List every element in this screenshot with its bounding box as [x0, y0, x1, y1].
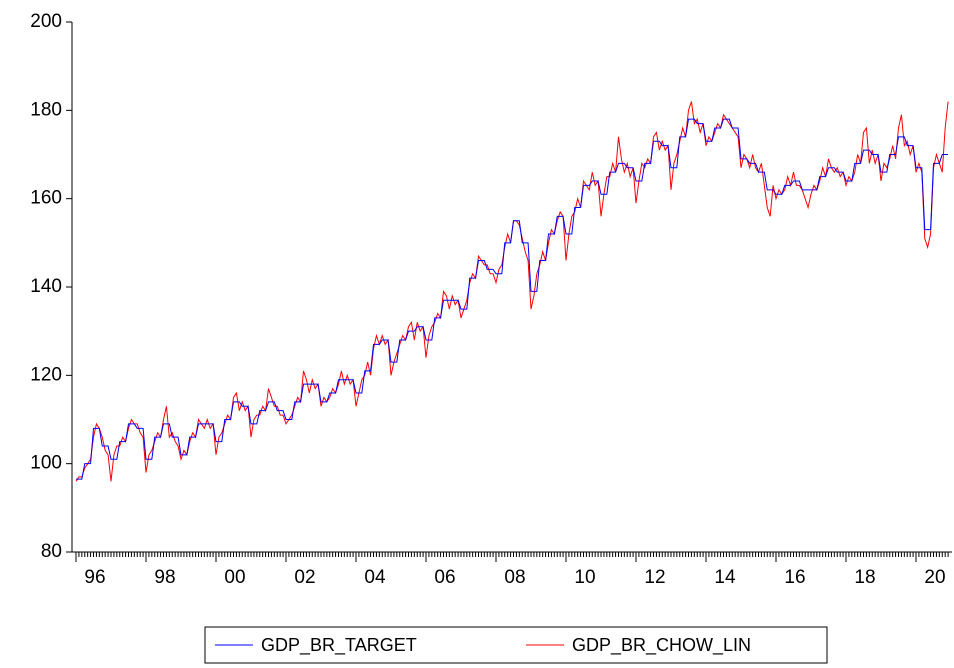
- x-tick-label: 16: [784, 567, 805, 588]
- x-tick-label: 04: [364, 567, 386, 588]
- legend-label: GDP_BR_CHOW_LIN: [572, 635, 751, 656]
- x-tick-label: 08: [504, 567, 525, 588]
- x-tick-label: 18: [854, 567, 875, 588]
- y-tick-label: 140: [30, 276, 62, 297]
- x-tick-label: 00: [224, 567, 245, 588]
- series-line: [76, 118, 949, 480]
- x-tick-label: 14: [714, 567, 736, 588]
- x-tick-label: 96: [84, 567, 105, 588]
- legend-label: GDP_BR_TARGET: [261, 635, 417, 656]
- y-tick-label: 200: [30, 11, 62, 32]
- x-tick-label: 12: [644, 567, 665, 588]
- x-tick-label: 98: [154, 567, 175, 588]
- y-tick-label: 100: [30, 453, 62, 474]
- legend-box: [204, 626, 828, 664]
- x-tick-label: 06: [434, 567, 455, 588]
- x-tick-label: 02: [294, 567, 315, 588]
- x-tick-label: 20: [924, 567, 945, 588]
- y-tick-label: 120: [30, 364, 62, 385]
- y-tick-label: 160: [30, 188, 62, 209]
- x-tick-label: 10: [574, 567, 595, 588]
- y-tick-label: 80: [41, 541, 62, 562]
- y-tick-label: 180: [30, 99, 62, 120]
